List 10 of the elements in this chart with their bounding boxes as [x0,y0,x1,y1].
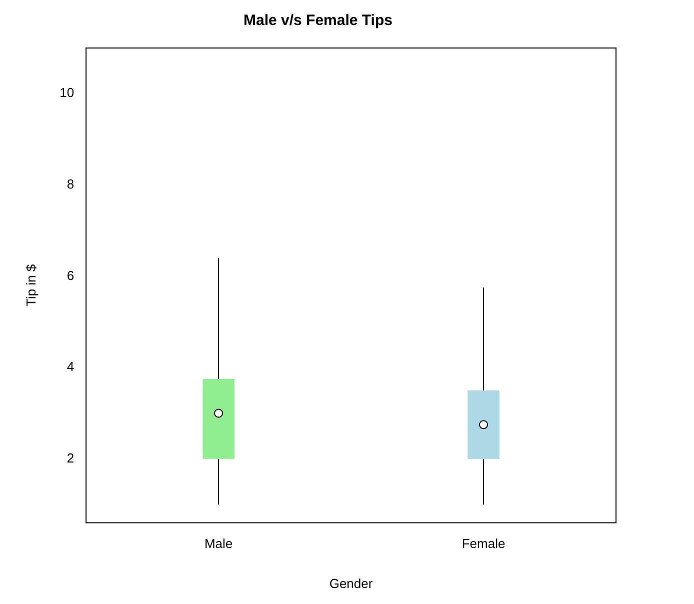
y-axis-title: Tip in $ [23,264,38,306]
x-tick-label: Male [204,536,233,552]
y-tick-label: 2 [66,450,74,466]
y-tick-label: 6 [66,268,74,283]
chart-title: Male v/s Female Tips [244,12,392,30]
x-axis-title: Gender [329,576,374,591]
x-tick-label: Female [462,536,506,552]
y-tick-label: 10 [60,85,74,100]
y-tick-label: 4 [66,359,74,374]
y-tick-label: 8 [66,176,74,192]
